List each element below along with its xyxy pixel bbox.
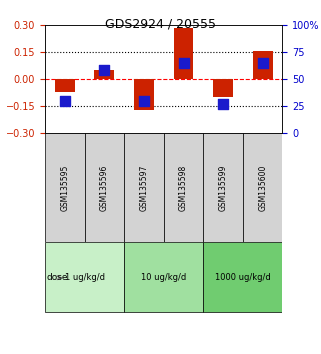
Bar	[174, 28, 193, 79]
FancyBboxPatch shape	[164, 133, 203, 242]
Point	[221, 101, 226, 107]
Point	[181, 60, 186, 65]
Text: 10 ug/kg/d: 10 ug/kg/d	[141, 273, 186, 282]
Bar	[55, 79, 75, 92]
FancyBboxPatch shape	[84, 133, 124, 242]
Text: GSM135595: GSM135595	[60, 164, 69, 211]
FancyBboxPatch shape	[45, 133, 84, 242]
Bar	[213, 79, 233, 97]
Point	[62, 98, 67, 104]
FancyBboxPatch shape	[203, 133, 243, 242]
FancyBboxPatch shape	[243, 133, 282, 242]
Point	[260, 60, 265, 65]
FancyBboxPatch shape	[203, 242, 282, 313]
Text: GSM135596: GSM135596	[100, 164, 109, 211]
Text: 1000 ug/kg/d: 1000 ug/kg/d	[215, 273, 271, 282]
Text: 1 ug/kg/d: 1 ug/kg/d	[65, 273, 105, 282]
Bar	[94, 70, 114, 79]
Bar	[134, 79, 154, 110]
FancyBboxPatch shape	[124, 133, 164, 242]
Text: GDS2924 / 20555: GDS2924 / 20555	[105, 18, 216, 31]
FancyBboxPatch shape	[124, 242, 203, 313]
Bar	[253, 51, 273, 79]
FancyBboxPatch shape	[45, 242, 124, 313]
Text: GSM135600: GSM135600	[258, 164, 267, 211]
Text: GSM135597: GSM135597	[139, 164, 148, 211]
Text: GSM135599: GSM135599	[219, 164, 228, 211]
Text: dose: dose	[47, 273, 68, 282]
Text: GSM135598: GSM135598	[179, 165, 188, 211]
Point	[102, 68, 107, 73]
Point	[141, 98, 146, 104]
